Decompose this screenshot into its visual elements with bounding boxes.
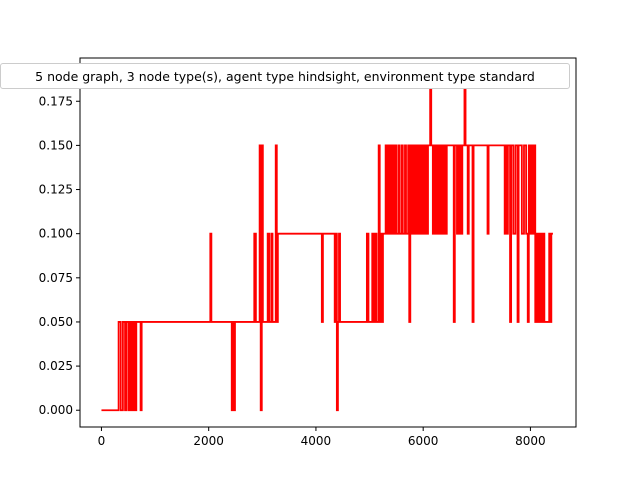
y-tick-label: 0.150	[39, 138, 73, 152]
y-tick-label: 0.050	[39, 315, 73, 329]
x-tick-label: 0	[98, 434, 106, 448]
x-tick-label: 2000	[193, 434, 224, 448]
y-axis: 0.000 0.025 0.050 0.075 0.100 0.125 0.150 0.175	[39, 94, 80, 417]
y-tick-label: 0.075	[39, 271, 73, 285]
x-tick-label: 8000	[515, 434, 546, 448]
plot-frame	[79, 57, 577, 428]
y-tick-label: 0.125	[39, 183, 73, 197]
y-tick-label: 0.175	[39, 94, 73, 108]
x-tick-label: 4000	[301, 434, 332, 448]
x-axis: 0 2000 4000 6000 8000	[98, 427, 546, 448]
chart-title: 5 node graph, 3 node type(s), agent type…	[0, 63, 570, 89]
y-tick-label: 0.000	[39, 403, 73, 417]
y-tick-label: 0.025	[39, 359, 73, 373]
y-tick-label: 0.100	[39, 227, 73, 241]
series-layer	[101, 73, 553, 412]
series-line-0	[101, 73, 553, 412]
x-tick-label: 6000	[408, 434, 439, 448]
plot-area	[80, 58, 576, 427]
